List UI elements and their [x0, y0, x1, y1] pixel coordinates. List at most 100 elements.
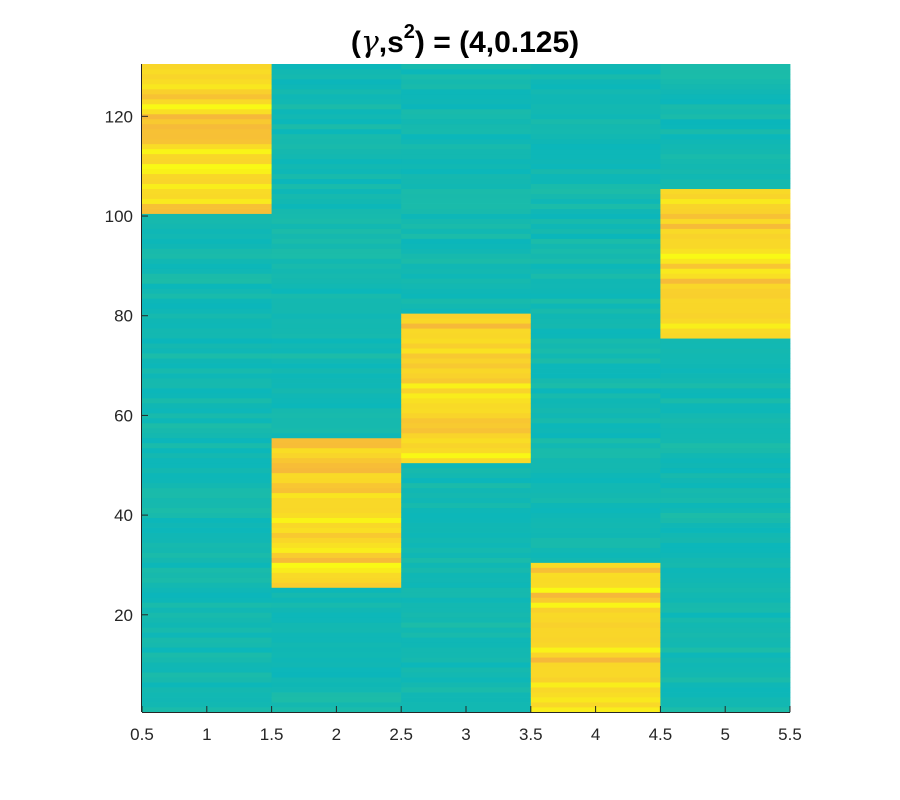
- heatmap-cell: [401, 298, 532, 304]
- heatmap-cell: [660, 233, 791, 239]
- heatmap-cell: [142, 363, 272, 369]
- heatmap-cell: [530, 402, 661, 409]
- heatmap-cell: [142, 323, 272, 329]
- heatmap-cell: [142, 368, 272, 374]
- heatmap-cell: [401, 283, 532, 289]
- heatmap-cell: [530, 298, 661, 304]
- heatmap-cell: [271, 363, 402, 369]
- heatmap-cell: [401, 308, 532, 314]
- heatmap-cell: [271, 502, 402, 509]
- heatmap-cell: [401, 133, 532, 140]
- heatmap-cell: [660, 402, 791, 409]
- heatmap-cell: [142, 542, 272, 548]
- heatmap-cell: [401, 363, 532, 369]
- heatmap-cell: [271, 303, 402, 309]
- heatmap-cell: [660, 318, 791, 324]
- heatmap-cell: [271, 427, 402, 434]
- heatmap-cell: [271, 467, 402, 474]
- heatmap-cell: [401, 627, 532, 633]
- heatmap-cell: [401, 692, 532, 698]
- heatmap-cell: [660, 392, 791, 399]
- heatmap-cell: [401, 318, 532, 324]
- heatmap-cell: [530, 437, 661, 444]
- heatmap-cell: [530, 158, 661, 165]
- heatmap-cell: [401, 158, 532, 165]
- heatmap-cell: [530, 318, 661, 324]
- heatmap-cell: [271, 308, 402, 314]
- heatmap-cell: [271, 402, 402, 409]
- heatmap-cell: [660, 153, 791, 160]
- heatmap-cell: [142, 462, 272, 469]
- heatmap-cell: [660, 123, 791, 130]
- heatmap-cell: [530, 193, 661, 199]
- heatmap-cell: [142, 582, 272, 588]
- heatmap-cell: [401, 472, 532, 479]
- heatmap-cell: [401, 348, 532, 354]
- heatmap-cell: [660, 677, 791, 683]
- heatmap-cell: [142, 278, 272, 284]
- heatmap-cell: [142, 587, 272, 593]
- heatmap-cell: [660, 607, 791, 613]
- heatmap-cell: [142, 78, 272, 85]
- heatmap-cell: [401, 677, 532, 683]
- heatmap-cell: [142, 697, 272, 703]
- heatmap-cell: [660, 487, 791, 494]
- heatmap-cell: [142, 637, 272, 643]
- x-tick-label: 5.5: [778, 725, 802, 744]
- heatmap-cell: [271, 168, 402, 175]
- heatmap-cell: [142, 343, 272, 349]
- heatmap-cell: [660, 472, 791, 479]
- heatmap-cell: [142, 383, 272, 389]
- heatmap-cell: [660, 363, 791, 369]
- heatmap-cell: [530, 412, 661, 419]
- heatmap-cell: [401, 68, 532, 75]
- heatmap-cell: [401, 268, 532, 274]
- heatmap-cell: [271, 682, 402, 688]
- heatmap-cell: [401, 617, 532, 623]
- heatmap-cell: [142, 482, 272, 489]
- heatmap-cell: [660, 512, 791, 518]
- heatmap-cell: [401, 457, 532, 464]
- heatmap-cell: [271, 83, 402, 90]
- heatmap-cell: [271, 153, 402, 160]
- heatmap-cell: [271, 208, 402, 214]
- heatmap-cell: [530, 338, 661, 344]
- heatmap-cell: [271, 672, 402, 678]
- heatmap-cell: [660, 672, 791, 678]
- heatmap-cell: [271, 622, 402, 628]
- heatmap-cell: [401, 278, 532, 284]
- heatmap-cell: [271, 412, 402, 419]
- heatmap-cell: [142, 223, 272, 229]
- heatmap-cell: [401, 672, 532, 678]
- heatmap-cell: [660, 288, 791, 294]
- heatmap-cell: [660, 652, 791, 658]
- heatmap-cell: [271, 343, 402, 349]
- heatmap-cell: [271, 198, 402, 204]
- heatmap-cell: [530, 512, 661, 518]
- heatmap-cell: [401, 702, 532, 708]
- heatmap-cell: [271, 417, 402, 424]
- heatmap-cell: [142, 682, 272, 688]
- heatmap-cell: [401, 422, 532, 429]
- heatmap-cell: [271, 368, 402, 374]
- heatmap-cell: [142, 308, 272, 314]
- heatmap-cell: [401, 442, 532, 449]
- heatmap-cell: [530, 692, 661, 698]
- heatmap-cell: [271, 437, 402, 444]
- heatmap-cell: [401, 582, 532, 588]
- heatmap-cell: [401, 93, 532, 100]
- heatmap-cell: [401, 417, 532, 424]
- heatmap-cell: [271, 422, 402, 429]
- heatmap-cell: [530, 702, 661, 708]
- heatmap-cell: [401, 612, 532, 618]
- heatmap-cell: [142, 273, 272, 279]
- heatmap-cell: [401, 323, 532, 329]
- heatmap-cell: [401, 153, 532, 160]
- axes: 0.5 1 1.5 2 2.5 3 3.5 4 4.5 5 5.5 20 40 60 80 100 120: [105, 64, 802, 744]
- heatmap-cell: [271, 397, 402, 404]
- heatmap-cell: [660, 93, 791, 100]
- heatmap-cell: [530, 622, 661, 628]
- heatmap-cell: [660, 502, 791, 509]
- heatmap-cell: [142, 552, 272, 558]
- heatmap-cell: [530, 153, 661, 160]
